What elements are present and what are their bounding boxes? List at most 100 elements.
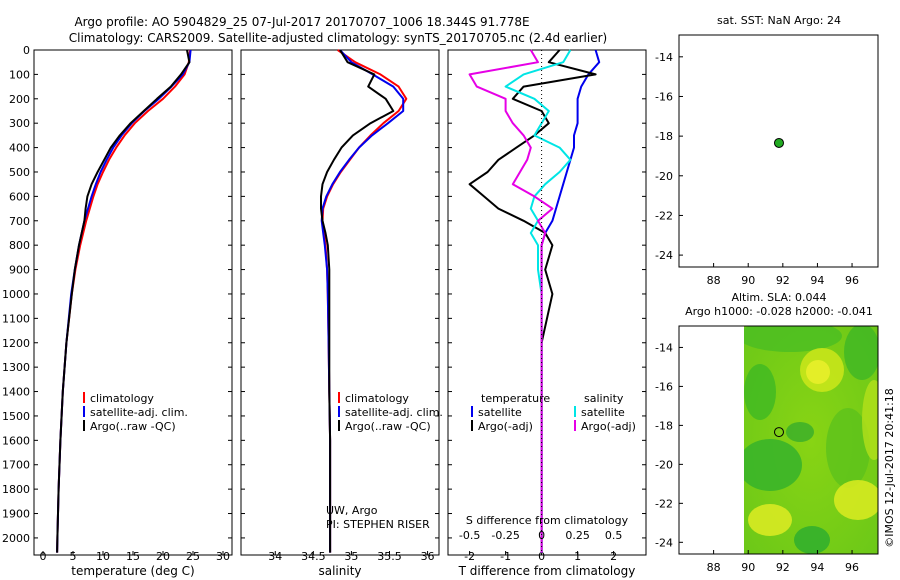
- x-tick-label: 0: [40, 550, 47, 563]
- map-x-tick-label: 92: [776, 274, 790, 287]
- legend-salinity-title: salinity: [584, 392, 624, 405]
- depth-tick-label: 100: [9, 68, 30, 81]
- depth-tick-label: 200: [9, 93, 30, 106]
- depth-tick-label: 2000: [2, 532, 30, 545]
- x-tick-label: 10: [96, 550, 110, 563]
- depth-tick-label: 900: [9, 264, 30, 277]
- credit-line-2: PI: STEPHEN RISER: [326, 518, 430, 531]
- map-x-tick-label: 88: [707, 561, 721, 574]
- float-position-marker: [773, 137, 784, 148]
- s-tick-label: 0.5: [605, 529, 623, 542]
- legend-swatch-climatology: [338, 392, 340, 403]
- map-x-tick-label: 88: [707, 274, 721, 287]
- x-tick-label: -1: [500, 550, 511, 563]
- difference-legend: temperature satellite Argo(-adj) salinit…: [471, 392, 636, 433]
- depth-tick-label: 800: [9, 239, 30, 252]
- depth-tick-label: 1800: [2, 483, 30, 496]
- legend-t-argo: Argo(-adj): [478, 420, 533, 433]
- legend-swatch-t-argo: [471, 420, 473, 431]
- title-line-2: Climatology: CARS2009. Satellite-adjuste…: [69, 31, 607, 45]
- s-tick-label: 0.25: [565, 529, 590, 542]
- sla-title-line-1: Altim. SLA: 0.044: [731, 291, 826, 304]
- x-tick-label: 34: [268, 550, 282, 563]
- plot-layer: 0100200300400500600700800900100011001200…: [2, 44, 859, 574]
- series-line-climatology: [321, 49, 408, 553]
- legend-argo: Argo(..raw -QC): [90, 420, 176, 433]
- depth-tick-label: 1200: [2, 337, 30, 350]
- sla-map-panel: [744, 326, 878, 554]
- depth-tick-label: 1900: [2, 508, 30, 521]
- legend-satellite-adj: satellite-adj. clim.: [345, 406, 443, 419]
- x-tick-label: 35: [344, 550, 358, 563]
- series-line-argo-raw-qc-: [56, 49, 191, 553]
- depth-tick-label: 600: [9, 190, 30, 203]
- x-tick-label: 1: [574, 550, 581, 563]
- map-y-tick-label: -14: [655, 341, 673, 354]
- legend-swatch-t-satellite: [471, 406, 473, 417]
- map-y-tick-label: -20: [655, 458, 673, 471]
- x-tick-label: -2: [464, 550, 475, 563]
- depth-tick-label: 1300: [2, 361, 30, 374]
- x-tick-label: 36: [421, 550, 435, 563]
- series-line-salinity-argo-adj-: [468, 49, 554, 553]
- x-tick-label: 5: [70, 550, 77, 563]
- map-y-tick-label: -18: [655, 419, 673, 432]
- legend-climatology: climatology: [345, 392, 409, 405]
- depth-tick-label: 1000: [2, 288, 30, 301]
- depth-tick-label: 400: [9, 142, 30, 155]
- legend-swatch-argo: [83, 420, 85, 431]
- difference-xlabel: T difference from climatology: [458, 564, 636, 578]
- depth-tick-label: 1500: [2, 410, 30, 423]
- salinity-xlabel: salinity: [318, 564, 361, 578]
- map-y-tick-label: -16: [655, 380, 673, 393]
- x-tick-label: 34.5: [301, 550, 326, 563]
- depth-tick-label: 300: [9, 117, 30, 130]
- map-y-tick-label: -24: [655, 536, 673, 549]
- map-x-tick-label: 96: [845, 561, 859, 574]
- legend-t-satellite: satellite: [478, 406, 522, 419]
- legend-swatch-satellite: [338, 406, 340, 417]
- legend-swatch-s-argo: [574, 420, 576, 431]
- depth-tick-label: 0: [23, 44, 30, 57]
- salinity-panel: [240, 49, 440, 556]
- map-y-tick-label: -18: [655, 130, 673, 143]
- map-y-tick-label: -14: [655, 51, 673, 64]
- map-x-tick-label: 90: [741, 274, 755, 287]
- series-line-satellite-adj-clim-: [320, 49, 405, 553]
- sla-map-frame: [678, 325, 879, 555]
- legend-s-satellite: satellite: [581, 406, 625, 419]
- title-line-1: Argo profile: AO 5904829_25 07-Jul-2017 …: [74, 15, 529, 29]
- s-tick-label: 0: [538, 529, 545, 542]
- imos-timestamp: ©IMOS 12-Jul-2017 20:41:18: [883, 388, 896, 548]
- s-tick-label: -0.5: [459, 529, 480, 542]
- map-y-tick-label: -20: [655, 170, 673, 183]
- series-line-argo-raw-qc-: [320, 49, 395, 553]
- depth-tick-label: 1400: [2, 386, 30, 399]
- legend-swatch-satellite: [83, 406, 85, 417]
- series-line-satellite-adj-clim-: [56, 49, 192, 553]
- legend-climatology: climatology: [90, 392, 154, 405]
- legend-swatch-argo: [338, 420, 340, 431]
- map-x-tick-label: 96: [845, 274, 859, 287]
- series-line-climatology: [56, 49, 191, 553]
- temperature-legend: climatology satellite-adj. clim. Argo(..…: [83, 392, 188, 433]
- x-tick-label: 2: [610, 550, 617, 563]
- x-tick-label: 35.5: [377, 550, 402, 563]
- legend-swatch-climatology: [83, 392, 85, 403]
- sst-map-panel: [678, 34, 879, 268]
- depth-tick-label: 1100: [2, 312, 30, 325]
- depth-tick-label: 500: [9, 166, 30, 179]
- x-tick-label: 20: [156, 550, 170, 563]
- x-tick-label: 25: [186, 550, 200, 563]
- legend-argo: Argo(..raw -QC): [345, 420, 431, 433]
- map-y-tick-label: -22: [655, 209, 673, 222]
- map-x-tick-label: 92: [776, 561, 790, 574]
- map-y-tick-label: -24: [655, 249, 673, 262]
- legend-s-argo: Argo(-adj): [581, 420, 636, 433]
- difference-panel: [447, 49, 647, 556]
- depth-tick-label: 700: [9, 215, 30, 228]
- float-position-ring: [773, 427, 784, 438]
- map-x-tick-label: 94: [810, 274, 824, 287]
- sla-field-structure: [744, 326, 878, 554]
